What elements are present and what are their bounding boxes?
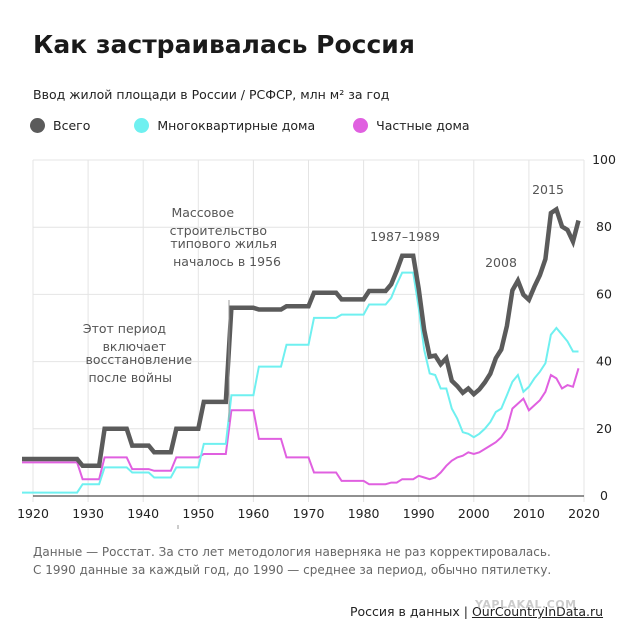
annotation-mass: Массовое строительство типового жилья на… <box>170 205 281 269</box>
annotation-mass-line: началось в 1956 <box>173 254 281 269</box>
legend-dot-icon <box>134 118 150 133</box>
annotation-2008: 2008 <box>485 255 517 270</box>
y-tick-label: 20 <box>596 421 612 436</box>
y-tick-label: 0 <box>600 488 608 503</box>
x-tick-label: 2010 <box>513 506 545 521</box>
x-tick-label: 2000 <box>458 506 490 521</box>
annotation-mass-line: типового жилья <box>170 236 277 251</box>
annotation-postwar-line: включает <box>103 339 166 354</box>
y-tick-label: 40 <box>596 354 612 369</box>
y-tick-label: 60 <box>596 286 612 301</box>
legend-item-private: Частные дома <box>353 118 470 133</box>
legend-item-total: Всего <box>30 118 90 133</box>
annotation-mass-line: Массовое <box>171 205 234 220</box>
legend-label-private: Частные дома <box>376 118 470 133</box>
x-tick-label: 1930 <box>72 506 104 521</box>
x-tick-label: 1970 <box>293 506 325 521</box>
watermark: YAPLAKAL.COM <box>475 598 577 611</box>
x-tick-label: 1980 <box>348 506 380 521</box>
annotation-postwar-line: после войны <box>88 370 172 385</box>
x-tick-label: 1960 <box>237 506 269 521</box>
legend-item-apartments: Многоквартирные дома <box>134 118 315 133</box>
line-chart: 1920 1930 1940 1950 1960 1970 1980 1990 2000 2010… <box>17 152 616 529</box>
x-tick-label: 1920 <box>17 506 49 521</box>
x-tick-label: 2020 <box>568 506 600 521</box>
annotation-2015: 2015 <box>532 182 564 197</box>
series-line-private <box>22 368 580 486</box>
chart-subtitle: Ввод жилой площади в России / РСФСР, млн… <box>33 87 390 102</box>
legend-dot-icon <box>30 118 45 133</box>
annotations: Этот период включает восстановление посл… <box>83 182 564 529</box>
footnote-line: С 1990 данные за каждый год, до 1990 — с… <box>33 563 552 577</box>
legend-label-total: Всего <box>53 118 91 133</box>
annotation-postwar-line: восстановление <box>85 352 192 367</box>
x-tick-label: 1990 <box>403 506 435 521</box>
y-tick-label: 100 <box>592 152 616 167</box>
x-tick-label: 1940 <box>127 506 159 521</box>
x-tick-label: 1950 <box>182 506 214 521</box>
annotation-postwar-line: Этот период <box>83 321 166 336</box>
footnote: Данные — Росстат. За сто лет методология… <box>33 543 613 579</box>
annotation-postwar: Этот период включает восстановление посл… <box>83 321 196 385</box>
chart-title: Как застраивалась Россия <box>33 30 415 59</box>
annotation-mass-line: строительство <box>170 223 267 238</box>
legend: Всего Многоквартирные дома Частные дома <box>30 118 500 133</box>
credit-prefix: Россия в данных | <box>350 604 472 619</box>
grid: 1920 1930 1940 1950 1960 1970 1980 1990 2000 2010… <box>17 152 616 521</box>
legend-dot-icon <box>353 118 369 133</box>
series-line-apartments <box>22 271 579 494</box>
credit: Россия в данных | OurCountryInData.ru <box>350 604 603 619</box>
y-tick-label: 80 <box>596 219 612 234</box>
legend-label-apartments: Многоквартирные дома <box>157 118 316 133</box>
footnote-line: Данные — Росстат. За сто лет методология… <box>33 545 551 559</box>
credit-site-link[interactable]: OurCountryInData.ru <box>471 604 604 619</box>
annotation-1987-1989: 1987–1989 <box>370 229 440 244</box>
series-line-total <box>22 205 581 469</box>
series-layer <box>22 205 581 494</box>
